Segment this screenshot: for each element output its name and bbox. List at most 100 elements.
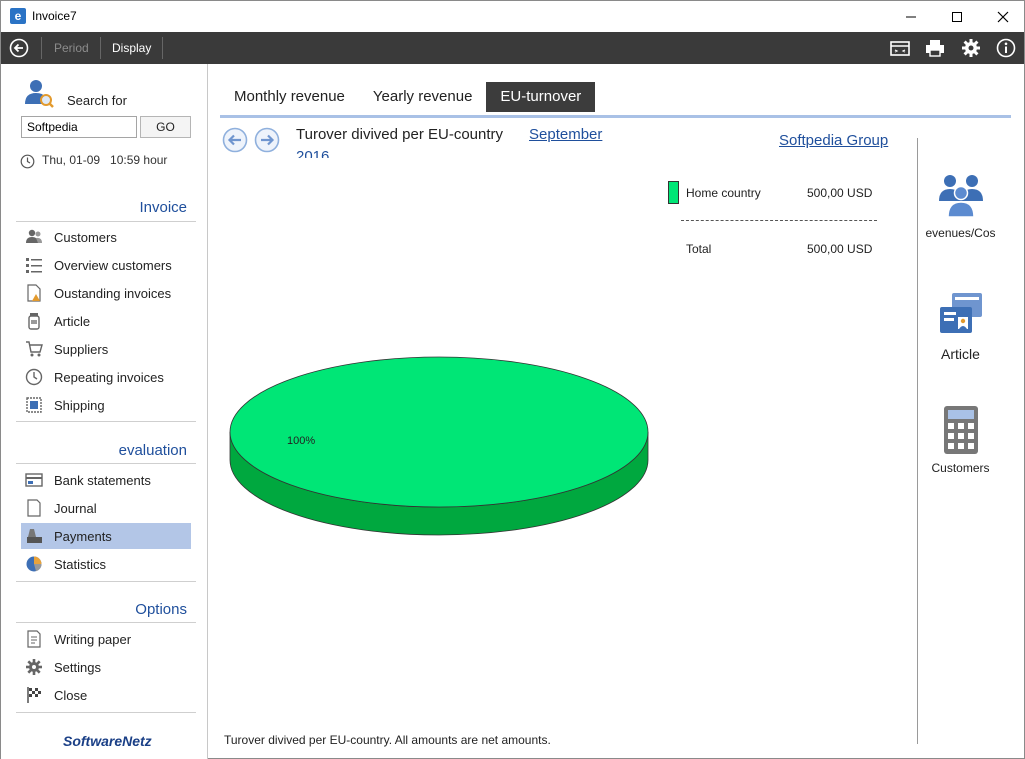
sidebar-item-label: Overview customers (54, 257, 172, 273)
section-divider (16, 463, 196, 464)
section-title-evaluation: evaluation (118, 442, 187, 459)
maximize-button[interactable] (934, 1, 980, 32)
app-logo-icon: e (10, 8, 26, 24)
sidebar-item-overview-customers[interactable]: Overview customers (21, 252, 191, 278)
checkered-flag-icon (27, 687, 41, 703)
sidebar-item-label: Customers (54, 229, 117, 245)
chart-footnote: Turover divived per EU-country. All amou… (224, 733, 551, 747)
main-content: Monthly revenue Yearly revenue EU-turnov… (209, 64, 1024, 759)
minimize-icon (906, 16, 916, 17)
sidebar-item-bank-statements[interactable]: Bank statements (21, 467, 191, 493)
shortcut-label: evenues/Cos (925, 226, 996, 240)
company-link[interactable]: Softpedia Group (779, 132, 889, 149)
next-arrow-icon[interactable] (254, 127, 280, 153)
sidebar-item-shipping[interactable]: Shipping (21, 392, 191, 418)
sidebar-item-repeating-invoices[interactable]: Repeating invoices (21, 364, 191, 390)
journal-icon (27, 499, 41, 517)
clock-icon (25, 368, 43, 386)
section-divider (16, 221, 196, 222)
toolbar: Period Display (1, 32, 1024, 64)
sidebar-item-label: Oustanding invoices (54, 285, 172, 301)
previous-arrow-icon[interactable] (222, 127, 248, 153)
shortcut-revenues-costs[interactable]: evenues/Cos (919, 169, 1002, 240)
tab-monthly-revenue[interactable]: Monthly revenue (234, 88, 345, 105)
pie-chart-icon (26, 556, 42, 572)
printer-icon[interactable] (924, 38, 946, 58)
sidebar-item-label: Bank statements (54, 472, 151, 488)
customers-icon (26, 229, 42, 243)
legend-entry-name: Home country (686, 186, 761, 200)
bank-card-icon (25, 473, 43, 487)
sidebar-item-settings[interactable]: Settings (21, 654, 191, 680)
close-icon (997, 11, 1009, 22)
window-icon[interactable] (889, 38, 911, 58)
tab-yearly-revenue[interactable]: Yearly revenue (372, 88, 473, 105)
go-button[interactable]: GO (140, 116, 191, 138)
sidebar-item-label: Payments (54, 528, 112, 544)
window-title: Invoice7 (32, 9, 77, 23)
sidebar-item-close[interactable]: Close (21, 682, 191, 708)
title-bar: e Invoice7 (1, 1, 1024, 32)
legend-swatch-home-country (668, 181, 679, 204)
search-input[interactable] (21, 116, 137, 138)
legend-total-value: 500,00 USD (807, 242, 873, 256)
calculator-icon (943, 406, 978, 454)
legend-total-label: Total (686, 242, 712, 256)
sidebar-item-journal[interactable]: Journal (21, 495, 191, 521)
legend-divider (681, 220, 877, 221)
sidebar-item-statistics[interactable]: Statistics (21, 551, 191, 577)
sidebar-item-label: Settings (54, 659, 101, 675)
tab-underline (220, 115, 1011, 118)
toolbar-separator (100, 37, 101, 59)
shortcut-article[interactable]: Article (919, 289, 1002, 362)
period-year-link[interactable]: 2016 (296, 148, 330, 158)
section-title-invoice: Invoice (139, 199, 187, 216)
shortcut-customers[interactable]: Customers (919, 404, 1002, 475)
sidebar-item-label: Shipping (54, 397, 105, 413)
sidebar-item-oustanding-invoices[interactable]: Oustanding invoices (21, 280, 191, 306)
gear-icon[interactable] (960, 38, 982, 58)
section-divider (16, 622, 196, 623)
minimize-button[interactable] (888, 1, 934, 32)
tab-eu-turnover[interactable]: EU-turnover (486, 82, 596, 112)
pie-chart (229, 356, 649, 536)
section-title-options: Options (135, 601, 187, 618)
payments-icon (27, 529, 42, 543)
sidebar-item-label: Repeating invoices (54, 369, 164, 385)
legend-entry-value: 500,00 USD (807, 186, 873, 200)
shortcut-label: Article (941, 346, 980, 362)
period-menu[interactable]: Period (54, 41, 89, 55)
sidebar-item-article[interactable]: Article (21, 308, 191, 334)
toolbar-separator (162, 37, 163, 59)
document-warning-icon (27, 284, 41, 302)
sidebar-item-writing-paper[interactable]: Writing paper (21, 626, 191, 652)
back-arrow-icon[interactable] (9, 38, 29, 58)
current-datetime: Thu, 01-09 10:59 hour (42, 153, 168, 167)
gear-icon (26, 659, 42, 675)
cart-icon (26, 341, 43, 357)
close-window-button[interactable] (980, 1, 1025, 32)
sidebar-item-payments[interactable]: Payments (21, 523, 191, 549)
clock-icon (20, 154, 35, 169)
sidebar-item-label: Statistics (54, 556, 107, 572)
sidebar: Search for GO Thu, 01-09 10:59 hour Invo… (1, 64, 208, 759)
sidebar-item-label: Article (54, 313, 91, 329)
info-icon[interactable] (995, 38, 1017, 58)
shortcut-label: Customers (931, 461, 990, 475)
section-divider (16, 712, 196, 713)
period-month-link[interactable]: September (529, 126, 603, 143)
users-group-icon (938, 175, 983, 218)
sidebar-item-label: Journal (54, 500, 97, 516)
sidebar-item-customers[interactable]: Customers (21, 224, 191, 250)
chart-title: Turover divived per EU-country (296, 126, 504, 143)
sidebar-item-suppliers[interactable]: Suppliers (21, 336, 191, 362)
pie-slice-home-country (229, 356, 649, 508)
right-panel-divider (917, 138, 918, 744)
pie-slice-label: 100% (287, 435, 316, 447)
stamp-icon (26, 397, 42, 413)
display-menu[interactable]: Display (112, 41, 152, 55)
search-label: Search for (67, 93, 127, 108)
section-divider (16, 421, 196, 422)
user-search-icon (25, 80, 54, 108)
